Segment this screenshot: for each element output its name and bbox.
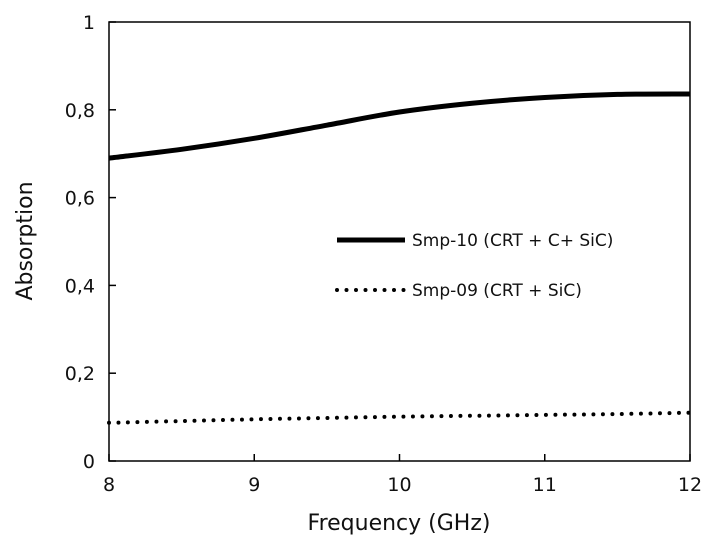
y-axis-ticks: 0 0,2 0,4 0,6 0,8 1: [65, 12, 116, 473]
x-axis-ticks: 8 9 10 11 12: [103, 454, 702, 496]
y-tick-label: 0: [83, 451, 95, 473]
y-axis-title: Absorption: [13, 181, 38, 300]
x-tick-label: 10: [387, 474, 411, 496]
x-tick-label: 12: [678, 474, 702, 496]
y-tick-label: 0,2: [65, 363, 95, 385]
series-layer: [107, 91, 692, 425]
x-axis-title: Frequency (GHz): [308, 511, 491, 536]
series-line-1: [108, 91, 691, 161]
x-tick-label: 9: [248, 474, 260, 496]
y-tick-label: 0,4: [65, 275, 95, 297]
y-tick-label: 0,6: [65, 188, 95, 210]
y-tick-label: 0,8: [65, 100, 95, 122]
x-tick-label: 8: [103, 474, 115, 496]
x-tick-label: 11: [533, 474, 557, 496]
legend-label-1: Smp-10 (CRT + C+ SiC): [412, 231, 613, 251]
legend: Smp-10 (CRT + C+ SiC) Smp-09 (CRT + SiC): [335, 231, 613, 301]
series-line-2: [107, 410, 692, 425]
y-tick-label: 1: [83, 12, 95, 34]
legend-label-2: Smp-09 (CRT + SiC): [412, 281, 582, 301]
